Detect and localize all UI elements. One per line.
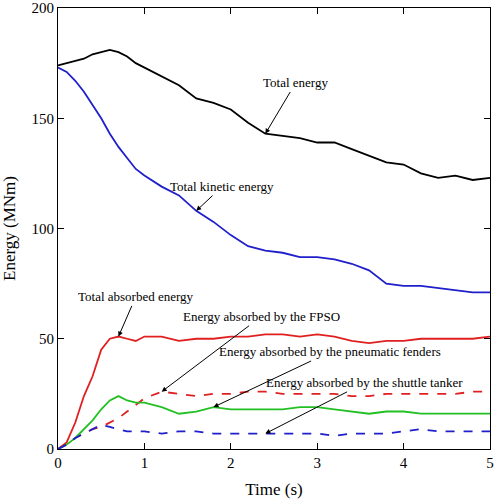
svg-text:Total energy: Total energy [263, 75, 328, 90]
svg-text:Time (s): Time (s) [245, 480, 302, 499]
svg-text:2: 2 [227, 455, 235, 471]
svg-text:Energy absorbed by the shuttle: Energy absorbed by the shuttle tanker [266, 375, 463, 390]
svg-text:Energy absorbed by the FPSO: Energy absorbed by the FPSO [183, 309, 340, 324]
svg-text:4: 4 [400, 455, 408, 471]
svg-text:Total kinetic energy: Total kinetic energy [170, 179, 274, 194]
svg-text:150: 150 [32, 111, 55, 127]
svg-text:Energy absorbed by the pneumat: Energy absorbed by the pneumatic fenders [219, 344, 441, 359]
svg-text:200: 200 [32, 0, 55, 16]
svg-text:50: 50 [39, 331, 54, 347]
svg-text:100: 100 [32, 221, 55, 237]
svg-text:0: 0 [54, 455, 62, 471]
svg-text:Energy (MNm): Energy (MNm) [0, 176, 19, 281]
svg-text:5: 5 [486, 455, 494, 471]
svg-text:Total absorbed energy: Total absorbed energy [78, 289, 194, 304]
svg-text:0: 0 [47, 441, 55, 457]
svg-text:3: 3 [313, 455, 321, 471]
svg-text:1: 1 [141, 455, 149, 471]
